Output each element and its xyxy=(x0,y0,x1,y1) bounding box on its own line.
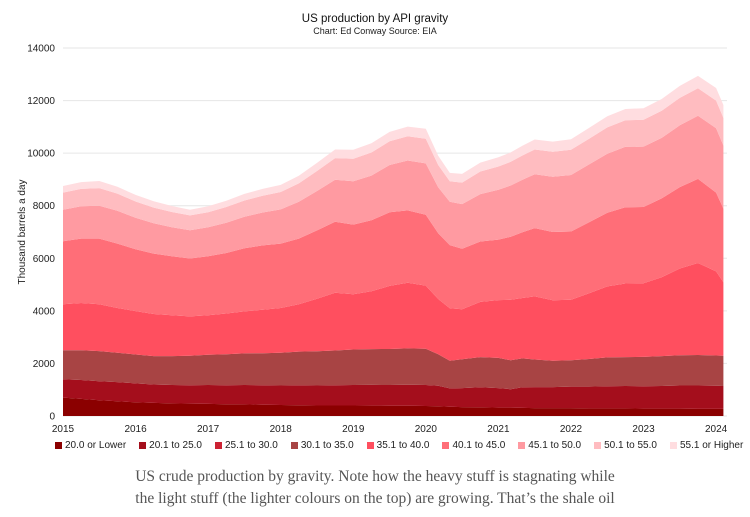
y-axis-label: Thousand barrels a day xyxy=(17,179,28,284)
x-tick-label: 2023 xyxy=(632,424,655,435)
y-tick-label: 14000 xyxy=(27,44,55,55)
legend-label: 55.1 or Higher xyxy=(679,440,744,451)
legend-item: 20.0 or Lower xyxy=(55,440,126,451)
y-tick-label: 0 xyxy=(49,412,55,423)
area-45-1-to-50-0 xyxy=(63,115,724,259)
y-tick-label: 8000 xyxy=(33,201,56,212)
legend-label: 20.0 or Lower xyxy=(65,440,127,451)
x-tick-label: 2016 xyxy=(124,424,147,435)
chart-subtitle: Chart: Ed Conway Source: EIA xyxy=(313,26,437,36)
legend-label: 50.1 to 55.0 xyxy=(604,440,657,451)
x-axis: 2015 2016 2017 2018 2019 2020 2021 2022 2023 2024 xyxy=(52,424,728,435)
x-tick-label: 2024 xyxy=(705,424,728,435)
legend-item: 50.1 to 55.0 xyxy=(594,440,657,451)
legend-item: 25.1 to 30.0 xyxy=(214,440,278,451)
x-tick-label: 2020 xyxy=(415,424,438,435)
legend-swatch xyxy=(669,442,677,449)
caption-line-1: US crude production by gravity. Note how… xyxy=(135,468,615,485)
legend-item: 40.1 to 45.0 xyxy=(442,440,505,451)
legend-swatch xyxy=(139,442,147,449)
caption-line-2: the light stuff (the lighter colours on … xyxy=(135,490,615,507)
area-30-1-to-35-0 xyxy=(63,348,724,390)
legend-item: 35.1 to 40.0 xyxy=(366,440,430,451)
x-tick-label: 2019 xyxy=(342,424,365,435)
legend-swatch xyxy=(55,442,62,449)
area-20-1-to-25-0 xyxy=(63,379,724,409)
legend-label: 45.1 to 50.0 xyxy=(528,440,582,451)
stacked-areas xyxy=(63,75,724,416)
x-tick-label: 2022 xyxy=(560,424,583,435)
legend-swatch xyxy=(594,442,602,449)
y-tick-label: 12000 xyxy=(27,96,55,107)
legend-label: 20.1 to 25.0 xyxy=(149,440,202,451)
legend-label: 25.1 to 30.0 xyxy=(224,440,278,451)
y-tick-label: 6000 xyxy=(33,254,56,265)
legend-swatch xyxy=(518,442,526,449)
legend: 20.0 or Lower 20.1 to 25.0 25.1 to 30.0 30.… xyxy=(55,440,745,452)
x-tick-label: 2017 xyxy=(197,424,220,435)
legend-item: 45.1 to 50.0 xyxy=(518,440,581,451)
legend-swatch xyxy=(214,442,222,449)
legend-label: 40.1 to 45.0 xyxy=(452,440,506,451)
chart-title: US production by API gravity xyxy=(302,13,449,25)
legend-swatch xyxy=(442,442,450,449)
x-tick-label: 2018 xyxy=(270,424,293,435)
legend-swatch xyxy=(290,442,298,449)
x-tick-label: 2015 xyxy=(52,424,75,435)
legend-swatch xyxy=(366,442,374,449)
y-axis: 0 2000 4000 6000 8000 10000 12000 14000 xyxy=(27,44,55,423)
area-40-1-to-45-0 xyxy=(63,178,724,317)
x-tick-label: 2021 xyxy=(487,424,510,435)
area-20-0-or-lower xyxy=(63,397,724,416)
legend-label: 30.1 to 35.0 xyxy=(300,440,354,451)
legend-label: 35.1 to 40.0 xyxy=(376,440,430,451)
y-tick-label: 2000 xyxy=(33,359,56,370)
legend-item: 20.1 to 25.0 xyxy=(139,440,202,451)
caption: US crude production by gravity. Note how… xyxy=(0,466,750,510)
area-50-1-to-55-0 xyxy=(63,88,724,231)
area-35-1-to-40-0 xyxy=(63,263,724,361)
y-tick-label: 4000 xyxy=(33,306,56,317)
y-tick-label: 10000 xyxy=(27,149,55,160)
legend-item: 30.1 to 35.0 xyxy=(290,440,354,451)
legend-item: 55.1 or Higher xyxy=(669,440,744,451)
